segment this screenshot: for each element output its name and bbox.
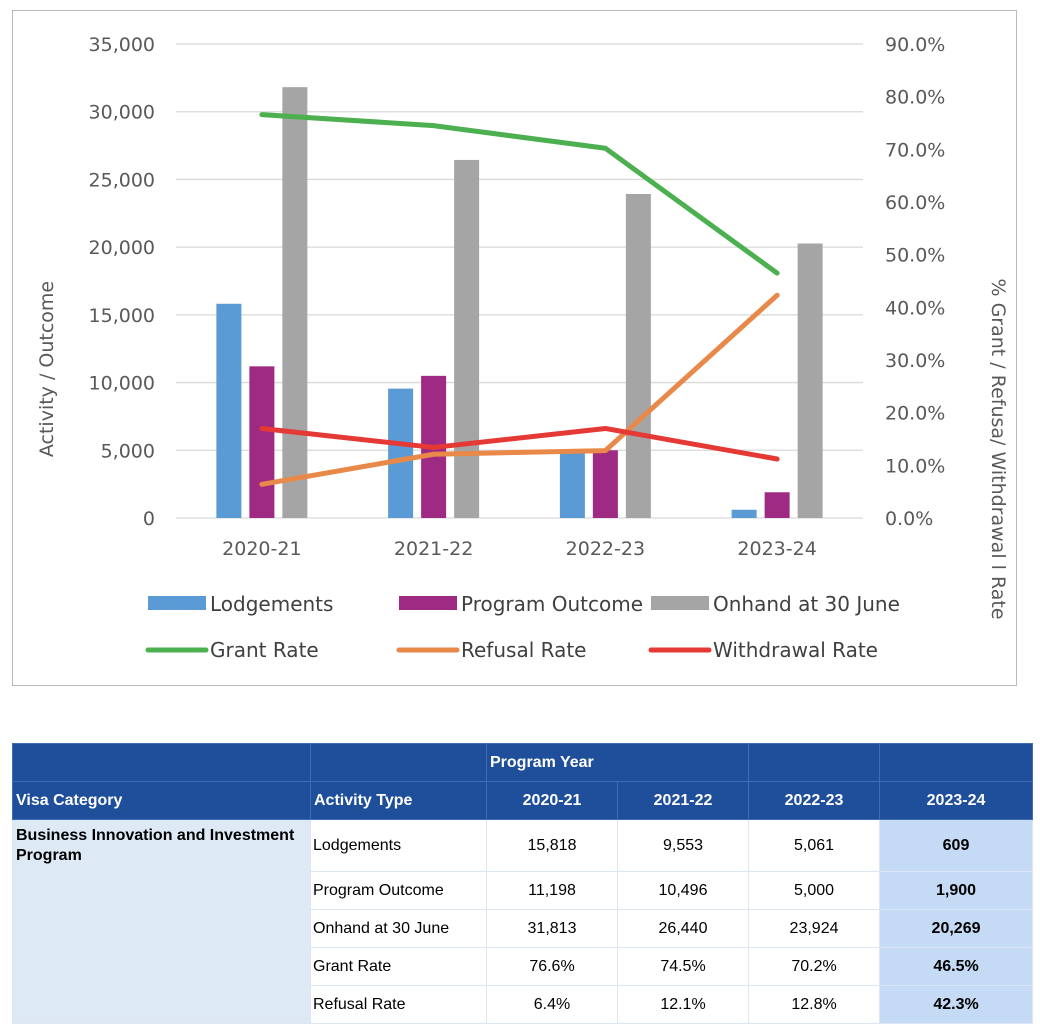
right-tick-label: 10.0% (885, 455, 945, 477)
right-tick-label: 30.0% (885, 350, 945, 372)
year-header: 2020-21 (486, 781, 618, 820)
right-axis-title: % Grant / Refusa/ Withdrawal l Rate (987, 278, 1009, 619)
latest-value-cell: 609 (879, 819, 1034, 872)
right-tick-label: 40.0% (885, 297, 945, 319)
right-tick-label: 0.0% (885, 508, 933, 530)
legend-swatch (651, 596, 709, 610)
latest-value-cell: 42.3% (879, 985, 1034, 1024)
value-cell: 23,924 (748, 909, 881, 948)
x-tick-label: 2020-21 (222, 538, 301, 560)
bar (592, 450, 618, 518)
visa-category-header: Visa Category (12, 781, 311, 820)
right-tick-label: 70.0% (885, 139, 945, 161)
left-tick-label: 10,000 (89, 373, 155, 395)
header-empty-cell (310, 743, 487, 782)
legend-swatch (399, 596, 457, 610)
header-empty-cell (748, 743, 881, 782)
program-year-header: Program Year (485, 743, 750, 782)
series-line (259, 112, 780, 276)
legend-label: Refusal Rate (461, 638, 586, 662)
bar (454, 159, 480, 518)
x-tick-label: 2021-22 (394, 538, 473, 560)
rate-lines (259, 112, 780, 487)
right-tick-label: 80.0% (885, 87, 945, 109)
value-cell: 10,496 (616, 871, 750, 910)
bar (625, 194, 651, 519)
value-cell: 6.4% (486, 985, 618, 1024)
left-tick-label: 30,000 (89, 102, 155, 124)
bar (764, 492, 790, 518)
value-cell: 12.1% (616, 985, 750, 1024)
year-header: 2021-22 (616, 781, 750, 820)
value-cell: 70.2% (748, 947, 881, 986)
bar (249, 366, 275, 518)
legend-label: Withdrawal Rate (713, 638, 878, 662)
legend-label: Onhand at 30 June (713, 592, 900, 616)
year-header: 2023-24 (879, 781, 1034, 820)
x-tick-label: 2023-24 (737, 538, 816, 560)
value-cell: 5,000 (748, 871, 881, 910)
activity-cell: Grant Rate (310, 947, 487, 986)
combo-chart: 0 5,000 10,000 15,000 20,000 25,000 30,000 35,0… (36, 34, 1009, 662)
activity-cell: Program Outcome (310, 871, 487, 910)
right-tick-label: 50.0% (885, 245, 945, 267)
table-header-row-group: Program Year (12, 743, 1034, 782)
visa-category-cell: Business Innovation and Investment Progr… (12, 819, 311, 1024)
value-cell: 76.6% (486, 947, 618, 986)
bar (559, 449, 585, 518)
axis-ticks: 0 5,000 10,000 15,000 20,000 25,000 30,000 35,0… (89, 34, 946, 560)
value-cell: 9,553 (616, 819, 750, 872)
chart-legend: Lodgements Program Outcome Onhand at 30 Ju… (145, 592, 900, 662)
series-line (259, 425, 780, 462)
value-cell: 15,818 (486, 819, 618, 872)
activity-cell: Lodgements (310, 819, 487, 872)
right-tick-label: 90.0% (885, 34, 945, 56)
left-tick-label: 20,000 (89, 237, 155, 259)
activity-cell: Refusal Rate (310, 985, 487, 1024)
table-row: Program Outcome 11,198 10,496 5,000 1,90… (13, 871, 1034, 910)
right-tick-label: 60.0% (885, 192, 945, 214)
activity-cell: Onhand at 30 June (310, 909, 487, 948)
year-header: 2022-23 (748, 781, 881, 820)
value-cell: 5,061 (748, 819, 881, 872)
right-tick-label: 20.0% (885, 403, 945, 425)
value-cell: 74.5% (616, 947, 750, 986)
value-cell: 12.8% (748, 985, 881, 1024)
latest-value-cell: 46.5% (879, 947, 1034, 986)
left-tick-label: 5,000 (101, 440, 155, 462)
latest-value-cell: 1,900 (879, 871, 1034, 910)
data-table: Program Year Visa Category Activity Type… (12, 743, 1034, 1024)
bar (216, 303, 242, 518)
latest-value-cell: 20,269 (879, 909, 1034, 948)
legend-label: Grant Rate (210, 638, 319, 662)
chart-frame: 0 5,000 10,000 15,000 20,000 25,000 30,000 35,0… (12, 10, 1017, 686)
left-tick-label: 35,000 (89, 34, 155, 56)
legend-label: Program Outcome (461, 592, 643, 616)
left-tick-label: 25,000 (89, 169, 155, 191)
legend-label: Lodgements (210, 592, 333, 616)
table-row: Business Innovation and Investment Progr… (12, 819, 1034, 1024)
header-empty-cell (12, 743, 311, 782)
legend-swatch (148, 596, 206, 610)
value-cell: 11,198 (486, 871, 618, 910)
series-line (259, 292, 780, 487)
table-header-row: Visa Category Activity Type 2020-21 2021… (12, 781, 1034, 820)
bar (388, 388, 414, 518)
bar (797, 243, 823, 519)
bar (731, 509, 757, 518)
header-empty-cell (879, 743, 1034, 782)
bar (282, 87, 308, 519)
x-tick-label: 2022-23 (566, 538, 645, 560)
table-row: Onhand at 30 June 31,813 26,440 23,924 2… (13, 909, 1034, 948)
left-axis-title: Activity / Outcome (36, 281, 58, 457)
left-tick-label: 15,000 (89, 305, 155, 327)
left-tick-label: 0 (143, 508, 155, 530)
value-cell: 26,440 (616, 909, 750, 948)
value-cell: 31,813 (486, 909, 618, 948)
activity-type-header: Activity Type (310, 781, 487, 820)
table-row: Grant Rate 76.6% 74.5% 70.2% 46.5% (13, 947, 1034, 986)
